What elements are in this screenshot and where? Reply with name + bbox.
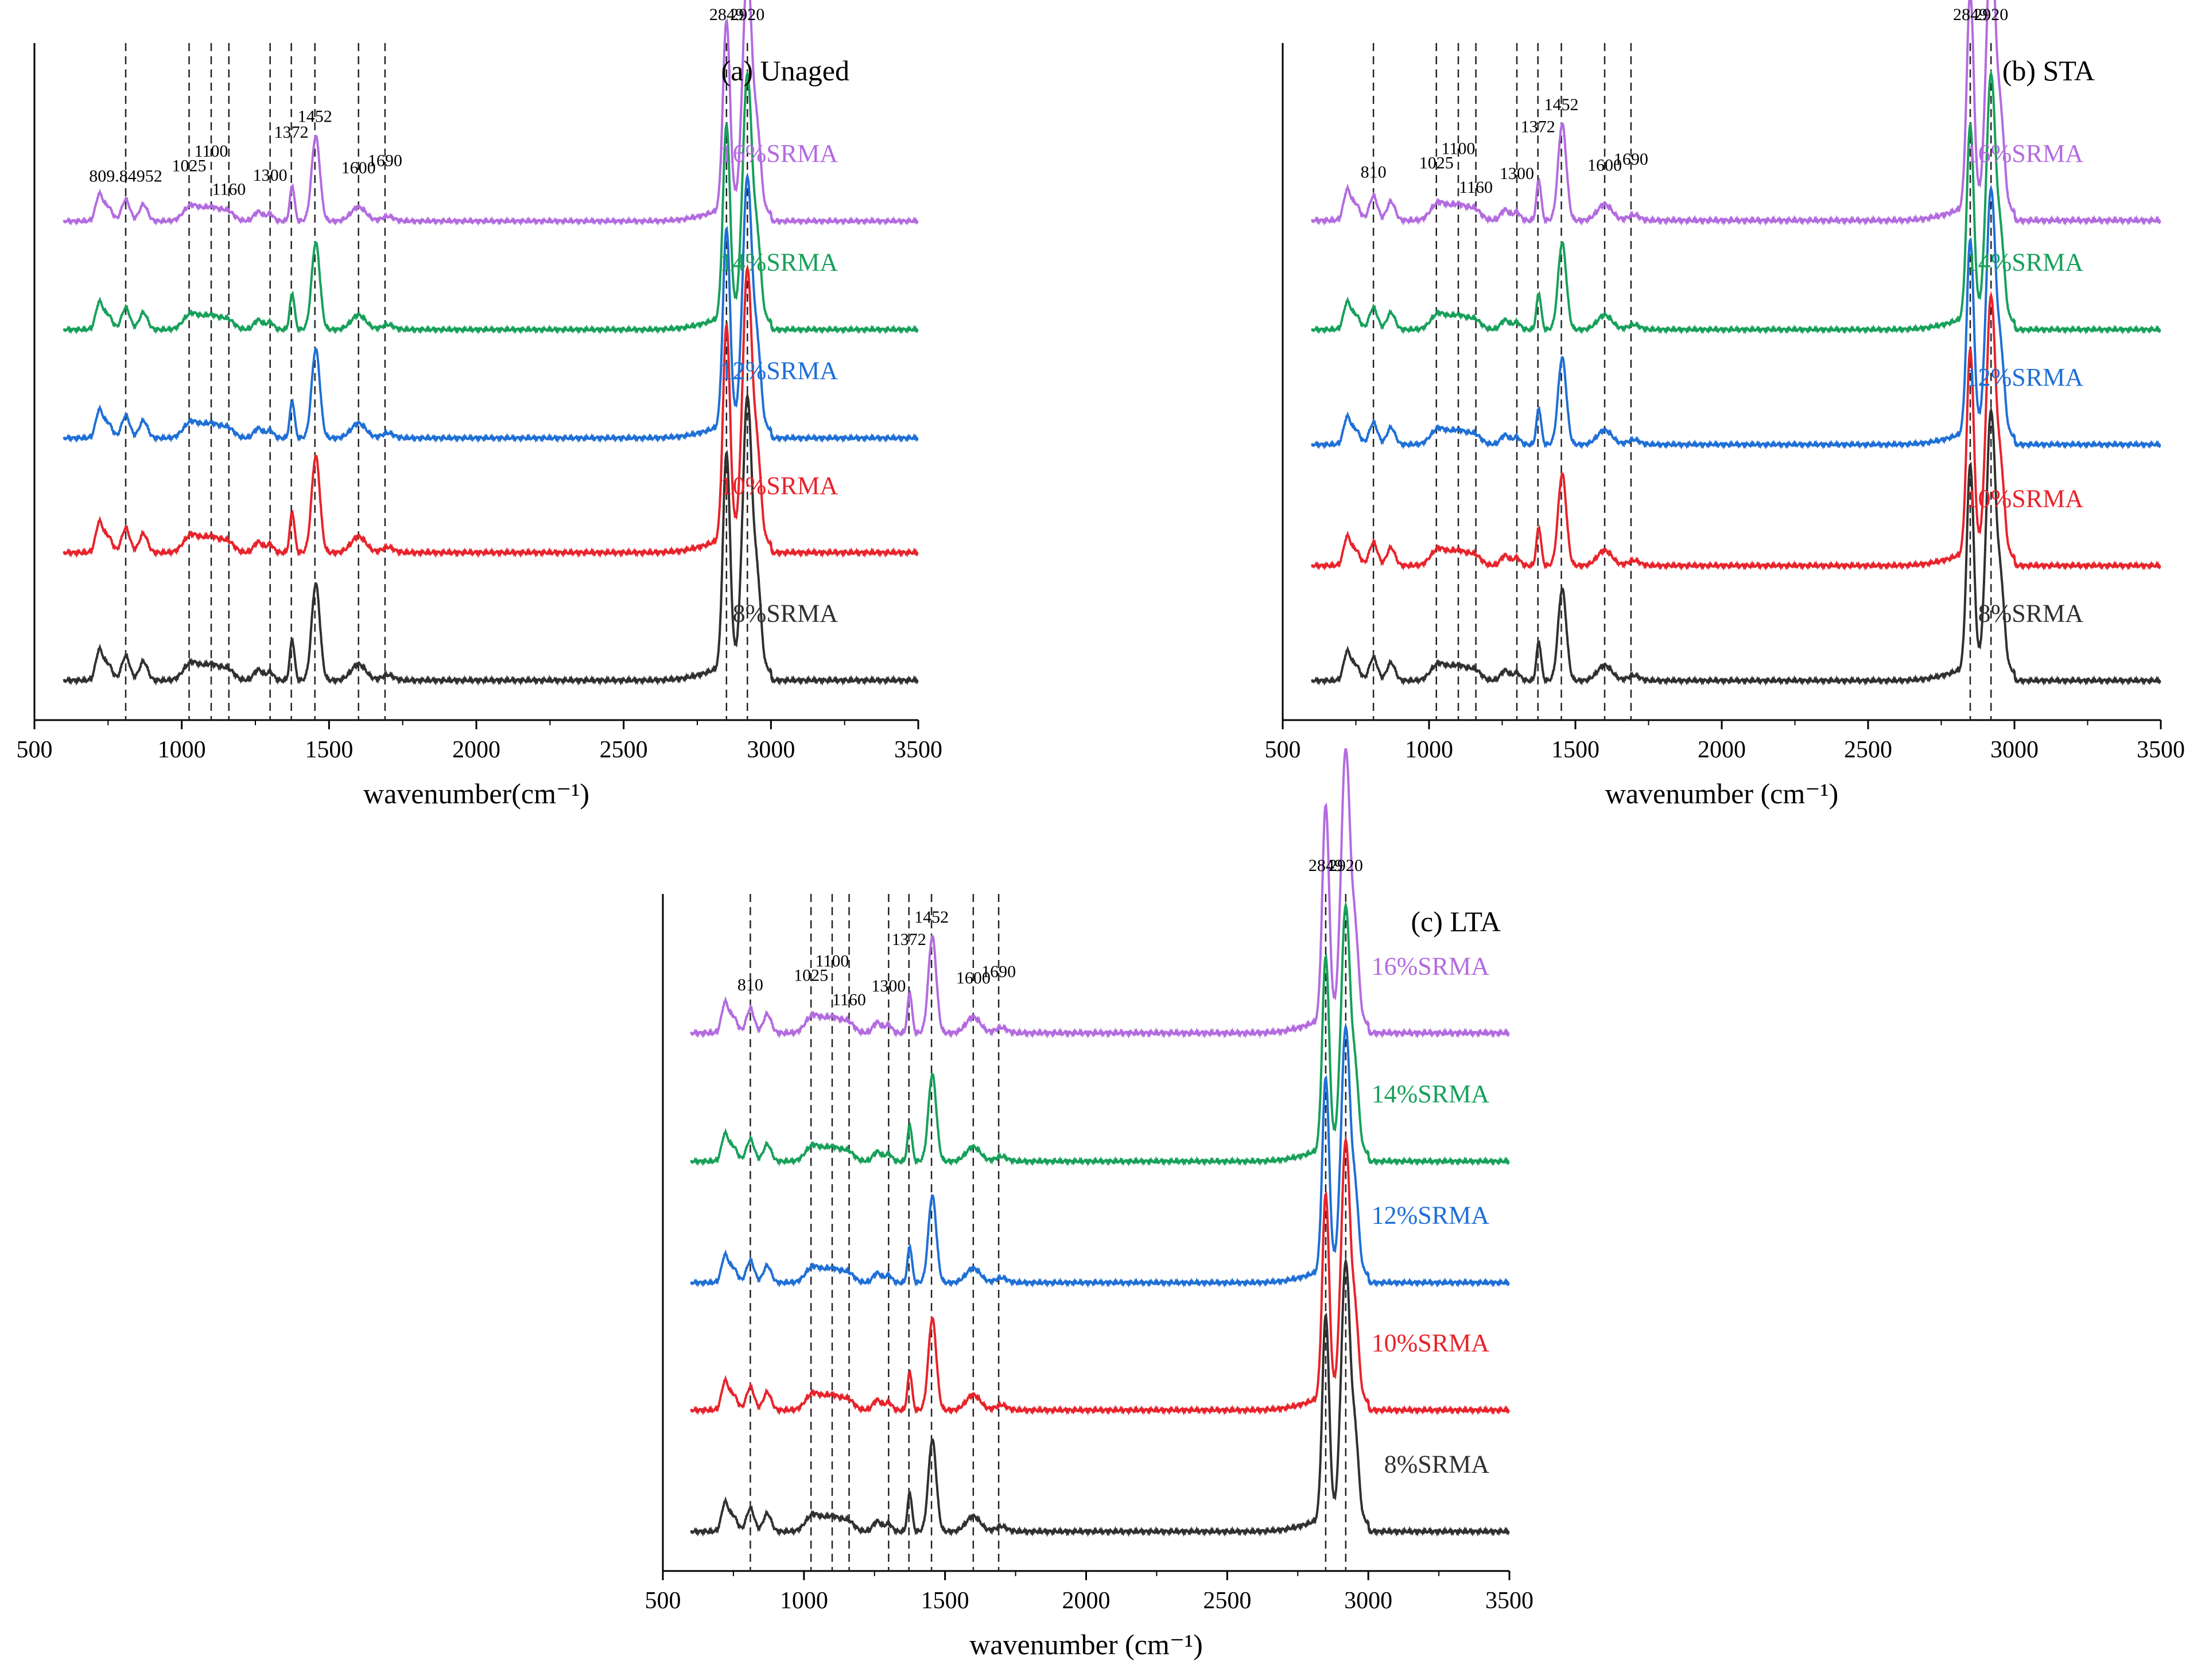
peak-label: 1300 [253, 166, 288, 185]
series-label: 10%SRMA [1372, 1329, 1490, 1357]
series-label: 12%SRMA [1966, 363, 2084, 391]
peak-label: 1690 [368, 151, 402, 170]
peak-label: 1452 [298, 107, 332, 126]
spectrum-10pct-srma [63, 263, 919, 559]
peak-label: 1160 [212, 180, 246, 199]
x-tick-label: 2500 [1203, 1588, 1251, 1614]
series-label: 14%SRMA [720, 248, 838, 276]
peak-label: 2920 [1329, 856, 1363, 875]
spectrum-14pct-srma [63, 69, 919, 335]
peak-label: 2920 [1974, 5, 2008, 24]
spectrum-8pct-srma [63, 391, 919, 686]
peak-label: 1300 [1500, 164, 1534, 183]
series-label: 16%SRMA [1966, 139, 2084, 168]
x-tick-label: 3500 [1485, 1588, 1534, 1614]
peak-label: 1372 [274, 123, 309, 142]
x-tick-label: 1500 [305, 737, 353, 763]
x-tick-label: 2000 [1698, 737, 1746, 763]
spectrum-16pct-srma [1311, 0, 2161, 226]
panel-c-lta: 500 1000 1500 2000 2500 3000 3500 wavenumber (c… [645, 748, 1534, 1660]
x-tick-label: 500 [17, 737, 53, 763]
peak-label: 2920 [730, 5, 764, 24]
spectrum-8pct-srma [690, 1257, 1510, 1537]
x-tick-label: 1000 [158, 737, 206, 763]
spectrum-10pct-srma [1311, 291, 2161, 571]
peak-label: 1100 [816, 952, 849, 971]
x-axis-label: wavenumber (cm⁻¹) [1605, 777, 1839, 810]
peak-label: 2849 [709, 5, 744, 24]
peak-label: 1160 [832, 990, 866, 1009]
peak-label: 1600 [956, 969, 991, 987]
peak-label: 1100 [195, 142, 228, 161]
x-axis-label: wavenumber (cm⁻¹) [969, 1628, 1203, 1660]
peak-label: 1160 [1459, 178, 1493, 197]
series-label: 12%SRMA [720, 357, 838, 385]
spectrum-16pct-srma [690, 748, 1510, 1039]
x-tick-label: 2500 [600, 737, 648, 763]
panel-title: (a) Unaged [721, 55, 850, 87]
series-label: 14%SRMA [1372, 1080, 1490, 1108]
series-label: 8%SRMA [733, 600, 838, 628]
x-tick-label: 500 [1265, 737, 1301, 763]
peak-label: 810 [1361, 163, 1387, 182]
series-label: 10%SRMA [1966, 484, 2084, 512]
series-label: 16%SRMA [1372, 952, 1490, 980]
series-label: 8%SRMA [1384, 1450, 1490, 1479]
peak-label: 809.84952 [89, 166, 162, 185]
panel-b-sta: 500 1000 1500 2000 2500 3000 3500 wavenumber (c… [1265, 0, 2185, 810]
x-tick-label: 1000 [780, 1588, 828, 1614]
peak-label: 1372 [1521, 118, 1555, 137]
peak-label: 1690 [981, 962, 1016, 981]
spectrum-12pct-srma [63, 172, 919, 444]
spectrum-12pct-srma [1311, 184, 2161, 450]
panel-title: (b) STA [2002, 55, 2095, 87]
series-label: 10%SRMA [720, 472, 838, 500]
series-label: 14%SRMA [1966, 248, 2084, 276]
peak-label: 1452 [1544, 95, 1579, 114]
spectrum-14pct-srma [1311, 69, 2161, 335]
x-tick-label: 500 [645, 1588, 681, 1614]
peak-label: 2849 [1953, 5, 1987, 24]
x-tick-label: 2000 [452, 737, 500, 763]
x-tick-label: 2000 [1062, 1588, 1111, 1614]
x-tick-label: 3000 [1344, 1588, 1392, 1614]
x-tick-label: 1000 [1405, 737, 1453, 763]
series-label: 8%SRMA [1978, 600, 2084, 628]
peak-label: 1452 [914, 908, 949, 927]
x-tick-label: 3000 [747, 737, 795, 763]
peak-label: 1100 [1442, 139, 1476, 158]
panel-title: (c) LTA [1411, 905, 1501, 938]
x-tick-label: 3500 [2137, 737, 2185, 763]
peak-label: 810 [737, 975, 763, 994]
peak-label: 1025 [172, 157, 207, 176]
peak-label: 1300 [871, 977, 906, 995]
series-label: 12%SRMA [1372, 1201, 1490, 1230]
series-label: 16%SRMA [720, 139, 838, 168]
peak-label: 1600 [341, 158, 376, 177]
spectrum-8pct-srma [1311, 406, 2161, 686]
spectrum-14pct-srma [690, 901, 1510, 1167]
peak-label: 1025 [1419, 154, 1454, 173]
x-tick-label: 3000 [1990, 737, 2039, 763]
x-tick-label: 1500 [921, 1588, 969, 1614]
x-tick-label: 1500 [1551, 737, 1600, 763]
spectrum-16pct-srma [63, 0, 919, 226]
peak-label: 1025 [794, 966, 828, 985]
peak-label: 1690 [1614, 150, 1648, 169]
x-tick-label: 3500 [894, 737, 942, 763]
peak-label: 1600 [1587, 156, 1622, 175]
panel-a-unaged: 500 1000 1500 2000 2500 3000 3500 wavenumber(cm… [17, 0, 942, 810]
x-axis-label: wavenumber(cm⁻¹) [363, 777, 589, 810]
spectrum-10pct-srma [690, 1135, 1510, 1416]
peak-label: 1372 [892, 930, 926, 949]
spectrum-12pct-srma [690, 1022, 1510, 1288]
peak-label: 2849 [1309, 856, 1343, 875]
x-tick-label: 2500 [1844, 737, 1892, 763]
